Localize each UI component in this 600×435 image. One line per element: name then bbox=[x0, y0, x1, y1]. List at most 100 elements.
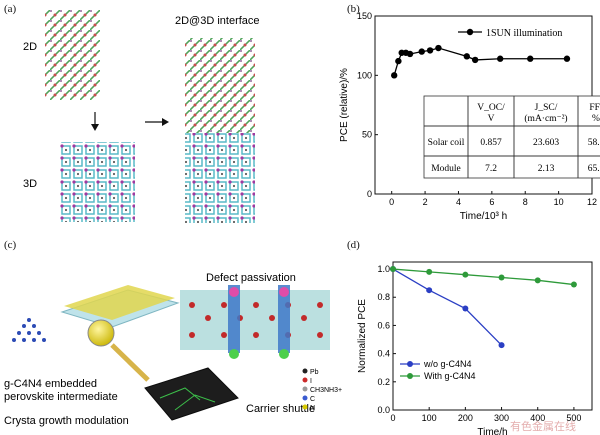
table-cell: 58.7 bbox=[588, 138, 600, 148]
x-axis-label: Time/h bbox=[477, 427, 507, 435]
2d-structure bbox=[45, 10, 100, 100]
data-point bbox=[390, 72, 398, 79]
data-point bbox=[570, 281, 577, 288]
intermediate-label-line2: perovskite intermediate bbox=[4, 391, 118, 403]
x-tick-label: 0 bbox=[389, 197, 394, 207]
data-point bbox=[418, 48, 425, 55]
data-point bbox=[426, 268, 433, 275]
magnified-particle bbox=[87, 319, 115, 347]
intermediate-label-line1: g-C4N4 embedded bbox=[4, 378, 97, 390]
x-tick-label: 2 bbox=[423, 197, 428, 207]
data-point bbox=[390, 266, 396, 273]
table-cell: Solar coil bbox=[428, 138, 465, 148]
legend-label-n: N bbox=[310, 405, 315, 412]
panel-d-label: (d) bbox=[347, 239, 360, 251]
lattice-atoms bbox=[189, 302, 323, 338]
panel-b-label: (b) bbox=[347, 3, 360, 15]
table-header: FF/ bbox=[589, 103, 600, 113]
plot-frame bbox=[374, 15, 593, 195]
right-arrow-head bbox=[162, 118, 169, 126]
table-header: % bbox=[592, 114, 600, 124]
table-header: (mA·cm⁻²) bbox=[524, 113, 567, 124]
data-point bbox=[462, 271, 469, 278]
interface-title: 2D@3D interface bbox=[175, 15, 260, 27]
x-tick-label: 12 bbox=[587, 197, 597, 207]
table-cell: 7.2 bbox=[485, 164, 497, 174]
table-header: V bbox=[488, 114, 495, 124]
chart-d-group: 0 100 200 300 400 5000.00.20.40.60.81.0Time/h… bbox=[357, 261, 593, 435]
shuttle-column-right bbox=[278, 285, 290, 353]
table-header: J_SC/ bbox=[535, 103, 558, 113]
legend-marker bbox=[466, 28, 474, 36]
table-cell: Module bbox=[431, 164, 461, 174]
data-point bbox=[426, 47, 434, 54]
data-point bbox=[463, 53, 471, 60]
data-point bbox=[406, 50, 414, 58]
data-point bbox=[402, 49, 410, 56]
passivation-site-left bbox=[229, 287, 239, 297]
legend-label: 1SUN illumination bbox=[486, 28, 562, 39]
atom-legend: Pb I CH3NH3+ C N bbox=[302, 368, 342, 412]
data-point bbox=[527, 55, 534, 62]
legend-dot-n bbox=[302, 404, 308, 410]
data-point bbox=[563, 55, 571, 62]
table-header: V_OC/ bbox=[477, 103, 505, 113]
legend-label: With g-C4N4 bbox=[424, 371, 476, 381]
shuttle-column-left bbox=[228, 285, 240, 353]
y-tick-label: 0.4 bbox=[377, 349, 390, 359]
series-line bbox=[392, 268, 503, 346]
panel-c-label: (c) bbox=[4, 239, 17, 251]
y-tick-label: 0.0 bbox=[377, 405, 390, 415]
data-point bbox=[398, 49, 405, 56]
x-tick-label: 0 bbox=[390, 413, 395, 423]
g-c4n4-triangle bbox=[12, 318, 46, 342]
watermark: 有色金属在线 bbox=[510, 421, 576, 433]
legend-label-ch3nh3: CH3NH3+ bbox=[310, 387, 342, 394]
x-tick-label: 300 bbox=[494, 413, 509, 423]
interface-structure-bottom bbox=[185, 133, 255, 223]
panel-a-label: (a) bbox=[4, 3, 17, 15]
y-tick-label: 50 bbox=[362, 130, 372, 140]
x-axis-label: Time/10³ h bbox=[460, 211, 507, 222]
panel-a-structures: 2D 3D 2D@3D interface bbox=[23, 10, 260, 223]
legend-dot-ch3nh3 bbox=[302, 386, 308, 392]
legend-marker bbox=[407, 373, 413, 379]
down-arrow-head bbox=[91, 124, 99, 131]
label-3d: 3D bbox=[23, 178, 37, 190]
data-point bbox=[426, 287, 433, 294]
legend-label: w/o g-C4N4 bbox=[423, 359, 472, 369]
legend-dot-c bbox=[302, 395, 308, 401]
data-point bbox=[498, 274, 505, 281]
x-tick-label: 4 bbox=[456, 197, 461, 207]
legend-dot-pb bbox=[302, 368, 308, 374]
series-line bbox=[393, 47, 567, 76]
data-point bbox=[498, 342, 505, 349]
results-table: V_OC/VJ_SC/(mA·cm⁻²)FF/%PCE/%Solar coil0… bbox=[423, 95, 600, 179]
data-point bbox=[395, 57, 402, 65]
table-cell: 0.857 bbox=[480, 138, 502, 148]
defect-passivation-label: Defect passivation bbox=[206, 272, 296, 284]
data-point bbox=[462, 305, 469, 312]
x-tick-label: 10 bbox=[554, 197, 564, 207]
carrier-shuttle-label: Carrier shuttle bbox=[246, 403, 315, 415]
data-point bbox=[435, 44, 442, 52]
table-cell: 2.13 bbox=[538, 164, 555, 174]
x-tick-label: 100 bbox=[422, 413, 437, 423]
x-tick-label: 6 bbox=[489, 197, 494, 207]
table-border bbox=[423, 95, 600, 179]
table-cell: 65.9 bbox=[588, 164, 600, 174]
label-2d: 2D bbox=[23, 41, 37, 53]
y-tick-label: 0.8 bbox=[377, 292, 390, 302]
charge-site-right bbox=[279, 349, 289, 359]
interface-structure-top bbox=[185, 38, 255, 133]
table-cell: 23.603 bbox=[533, 138, 559, 148]
y-tick-label: 0.2 bbox=[377, 377, 390, 387]
y-tick-label: 1.0 bbox=[377, 264, 390, 274]
particle-layer bbox=[64, 285, 175, 320]
data-point bbox=[534, 277, 541, 284]
data-point bbox=[471, 56, 479, 64]
y-tick-label: 0 bbox=[367, 189, 372, 199]
x-tick-label: 8 bbox=[523, 197, 528, 207]
series-line bbox=[392, 268, 574, 286]
data-point bbox=[390, 266, 396, 273]
